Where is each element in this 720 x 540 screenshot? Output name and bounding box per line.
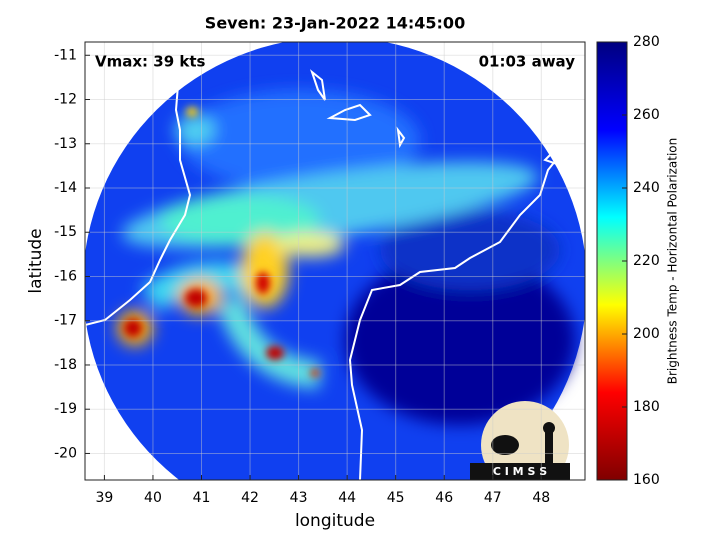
colorbar-tick-label: 240 [633,180,660,196]
colorbar-label: Brightness Temp - Horizontal Polarizatio… [666,138,680,385]
annotation: Vmax: 39 kts [95,53,205,71]
y-tick-label: -18 [54,357,77,373]
x-tick-label: 41 [193,490,211,506]
y-tick-label: -13 [54,136,77,152]
x-tick-label: 42 [241,490,259,506]
colorbar-tick-label: 180 [633,399,660,415]
x-tick-label: 44 [338,490,356,506]
y-tick-label: -17 [54,313,77,329]
x-tick-label: 47 [484,490,502,506]
colorbar-tick-label: 200 [633,326,660,342]
x-tick-label: 40 [144,490,162,506]
colorbar-tick-label: 220 [633,253,660,269]
x-tick-label: 39 [96,490,114,506]
x-tick-label: 46 [435,490,453,506]
x-axis-label: longitude [295,511,375,531]
x-tick-label: 48 [532,490,550,506]
x-tick-label: 43 [290,490,308,506]
y-tick-label: -15 [54,224,77,240]
y-tick-label: -11 [54,47,77,63]
colorbar-tick-label: 260 [633,107,660,123]
y-tick-label: -14 [54,180,77,196]
y-tick-label: -12 [54,92,77,108]
chart-title: Seven: 23-Jan-2022 14:45:00 [205,14,465,33]
colorbar-tick-label: 280 [633,34,660,50]
logo-text: C I M S S [493,465,547,478]
y-axis-label: latitude [26,228,46,293]
y-tick-label: -16 [54,268,77,284]
satellite-image: C I M S S [85,42,585,480]
annotation: 01:03 away [479,53,576,71]
plot-frame [84,41,586,481]
x-tick-label: 45 [387,490,405,506]
y-tick-label: -19 [54,401,77,417]
colorbar-tick-label: 160 [633,472,660,488]
y-tick-label: -20 [54,445,77,461]
logo: C I M S S [470,401,570,480]
